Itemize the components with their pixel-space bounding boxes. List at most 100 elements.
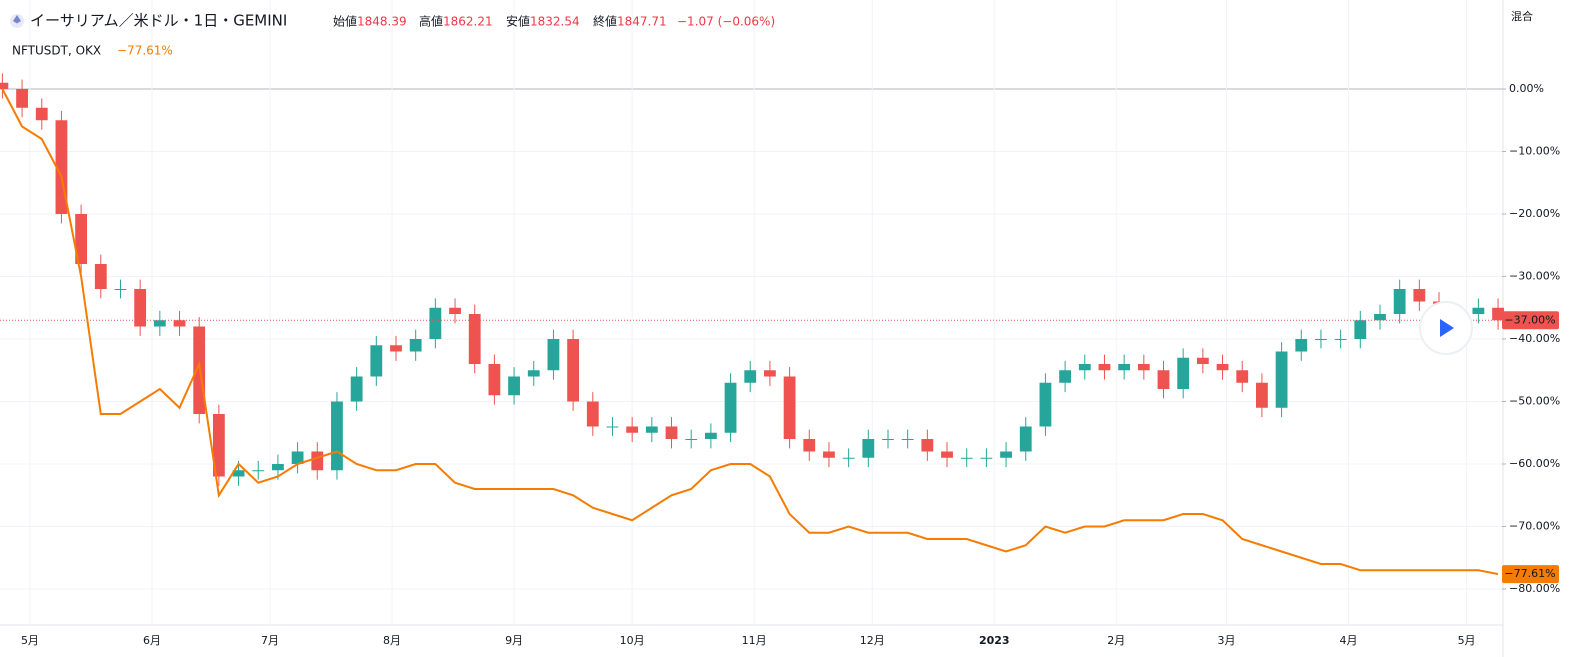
y-tick-label: −50.00% xyxy=(1509,395,1560,408)
candle-body xyxy=(1492,307,1504,321)
candle-body xyxy=(55,120,68,214)
candle-body xyxy=(508,376,520,396)
x-tick-label: 10月 xyxy=(620,634,645,647)
candle-body xyxy=(527,370,540,377)
candle-body xyxy=(1295,339,1308,352)
x-tick-label: 6月 xyxy=(143,634,161,647)
candle-body xyxy=(1354,320,1367,339)
candle-body xyxy=(1137,364,1150,371)
x-tick-label: 11月 xyxy=(742,634,767,647)
play-button[interactable] xyxy=(1419,301,1473,355)
x-tick-label: 3月 xyxy=(1217,634,1235,647)
candle-body xyxy=(803,439,816,452)
candle-body xyxy=(311,451,324,471)
candle-body xyxy=(665,426,678,439)
candle-body xyxy=(941,451,953,458)
candle-body xyxy=(1078,364,1091,371)
candle-body xyxy=(704,432,717,439)
candle-body xyxy=(1275,351,1288,408)
candle-body xyxy=(449,307,461,314)
y-tick-label: −70.00% xyxy=(1509,520,1560,533)
candle-body xyxy=(1374,314,1386,321)
candle-body xyxy=(134,289,147,327)
candle-body xyxy=(16,89,28,108)
x-tick-label: 5月 xyxy=(1458,634,1476,647)
candle-body xyxy=(1039,382,1052,427)
x-tick-label: 8月 xyxy=(383,634,401,647)
x-tick-label: 4月 xyxy=(1339,634,1357,647)
line-series xyxy=(1,88,1499,576)
x-tick-label: 9月 xyxy=(505,634,523,647)
x-tick-label: 5月 xyxy=(21,634,39,647)
candle-body xyxy=(586,401,599,427)
candle-body xyxy=(1196,357,1209,364)
ohlc-value: 1832.54 xyxy=(530,15,580,29)
ohlc-change: −1.07 (−0.06%) xyxy=(677,15,775,29)
candle-body xyxy=(744,370,757,383)
y-tick-label: −60.00% xyxy=(1509,457,1560,470)
candle-body xyxy=(1256,382,1268,408)
candle-body xyxy=(1334,339,1347,340)
candle-body xyxy=(1019,426,1032,452)
candle-body xyxy=(626,426,639,433)
candle-body xyxy=(567,339,580,402)
y-tick-label: −10.00% xyxy=(1509,145,1560,158)
ohlc-label: 安値 xyxy=(506,14,530,29)
candle-body xyxy=(960,457,973,459)
candle-body xyxy=(0,82,9,89)
scale-mode[interactable]: 混合 xyxy=(1511,9,1533,23)
ohlc-value: 1848.39 xyxy=(357,15,407,29)
candle-body xyxy=(1472,307,1485,314)
y-tick-label: −40.00% xyxy=(1509,332,1560,345)
ohlc-label: 高値 xyxy=(419,14,443,29)
play-icon[interactable] xyxy=(1440,319,1454,337)
candle-body xyxy=(1059,370,1072,383)
candle-body xyxy=(232,470,245,477)
candle-body xyxy=(390,345,402,352)
candle-body xyxy=(823,451,835,458)
x-tick-label: 7月 xyxy=(261,634,279,647)
candle-body xyxy=(606,426,619,428)
chart-title: イーサリアム／米ドル・1日・GEMINI xyxy=(30,12,287,30)
candle-body xyxy=(862,439,875,458)
candle-body xyxy=(1236,370,1249,383)
candle-body xyxy=(370,345,383,377)
last-value-box xyxy=(1502,311,1559,330)
candle-body xyxy=(980,457,993,459)
candle-body xyxy=(350,376,363,402)
candle-body xyxy=(1098,364,1111,371)
ohlc-label: 始値 xyxy=(333,14,357,29)
x-tick-label: 12月 xyxy=(860,634,885,647)
candle-body xyxy=(1315,339,1327,340)
y-tick-label: −80.00% xyxy=(1509,582,1560,595)
candle-body xyxy=(1000,451,1012,458)
candle-body xyxy=(35,107,48,121)
grid xyxy=(0,0,1502,625)
candle-body xyxy=(291,451,304,464)
x-tick-label: 2月 xyxy=(1107,634,1125,647)
candle-body xyxy=(1177,357,1190,389)
candle-body xyxy=(252,470,265,472)
candle-body xyxy=(685,439,698,440)
candle-body xyxy=(331,401,343,471)
y-tick-label: −20.00% xyxy=(1509,207,1560,220)
candle-body xyxy=(114,289,127,290)
last-value-box xyxy=(1502,565,1559,584)
candle-body xyxy=(901,439,914,440)
y-tick-label: −30.00% xyxy=(1509,270,1560,283)
legend-series-name: NFTUSDT, OKX xyxy=(12,44,101,58)
candle-body xyxy=(842,457,855,459)
candle-body xyxy=(429,307,442,339)
candle-body xyxy=(409,339,422,352)
candle-body xyxy=(764,370,776,377)
legend-series-value: −77.61% xyxy=(117,44,173,58)
candle-body xyxy=(1118,364,1131,371)
candle-body xyxy=(1216,364,1229,371)
symbol-icon xyxy=(10,14,24,28)
ohlc-value: 1847.71 xyxy=(617,15,667,29)
candle-body xyxy=(1393,289,1406,314)
candle-body xyxy=(547,339,560,371)
y-tick-label: 0.00% xyxy=(1509,82,1544,95)
